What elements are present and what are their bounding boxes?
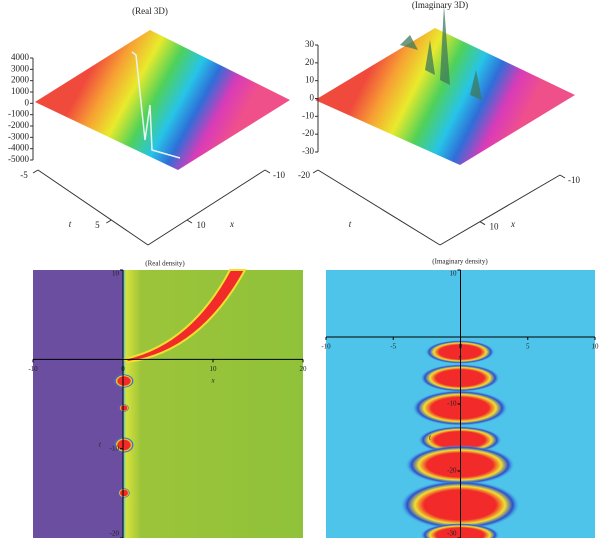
t-tick-label: -20	[298, 170, 310, 180]
x-tick-label: 5	[526, 343, 530, 351]
x-tick	[264, 169, 271, 174]
z-tick-label: 20	[305, 57, 315, 67]
t-tick	[32, 169, 39, 174]
density-band	[121, 269, 247, 364]
y-tick-label: -30	[447, 530, 457, 538]
z-tick-label: -2000	[8, 120, 29, 130]
density-spots	[114, 374, 134, 498]
x-axis	[147, 169, 266, 246]
x-tick-label: 20	[300, 365, 308, 373]
y-tick-label: 10	[450, 270, 458, 278]
x-tick-label: -10	[273, 170, 285, 180]
t-tick	[312, 169, 319, 174]
x-tick	[186, 219, 193, 224]
x-tick-label: 10	[197, 220, 207, 230]
x-axis-label: x	[229, 219, 234, 229]
x-tick	[559, 174, 566, 179]
t-tick-label: -5	[20, 170, 28, 180]
x-axis-label: x	[510, 219, 515, 229]
x-tick-label: 10	[210, 365, 218, 373]
x-tick-label: -10	[568, 175, 580, 185]
z-tick-label: -5000	[8, 154, 29, 164]
z-tick-label: -3000	[8, 131, 29, 141]
spike	[400, 5, 482, 100]
chart-title: (Real 3D)	[132, 6, 168, 16]
x-tick-label: -10	[28, 365, 38, 373]
y-tick-label: -10	[447, 400, 457, 408]
x-tick-label: 0	[121, 365, 125, 373]
z-tick-label: -30	[302, 146, 314, 156]
x-axis-label: x	[457, 354, 462, 362]
density-bg	[33, 270, 303, 538]
z-tick-label: 0	[25, 97, 30, 107]
z-tick-label: 2000	[11, 75, 30, 85]
x-tick-label: -10	[321, 343, 331, 351]
z-tick-label: 30	[305, 39, 315, 49]
x-tick-label: 10	[592, 343, 600, 351]
surface	[315, 28, 575, 165]
x-tick-label: 10	[490, 222, 500, 232]
y-tick-label: -20	[110, 530, 120, 538]
z-tick-label: -4000	[8, 143, 29, 153]
z-tick-label: -10	[302, 110, 314, 120]
z-tick-label: 0	[310, 93, 315, 103]
z-tick-label: 1000	[11, 86, 30, 96]
chart-title: (Imaginary density)	[432, 258, 488, 266]
z-tick-label: -1000	[8, 109, 29, 119]
z-tick-label: 4000	[11, 52, 30, 62]
t-axis-label: t	[69, 219, 72, 229]
t-axis	[317, 169, 441, 246]
chart-title: (Imaginary 3D)	[412, 0, 468, 10]
y-tick-label: -10	[110, 444, 120, 452]
t-tick-label: 5	[95, 220, 100, 230]
x-tick-label: 0	[459, 343, 463, 351]
x-tick	[479, 221, 486, 226]
y-axis-label: t	[429, 434, 432, 442]
chart-title: (Real density)	[145, 260, 185, 268]
y-tick-label: 10	[112, 270, 120, 278]
y-axis-label: t	[99, 441, 102, 449]
z-tick-label: 10	[305, 75, 315, 85]
z-tick-label: 3000	[11, 63, 30, 73]
x-axis-label: x	[210, 377, 215, 385]
t-tick	[106, 219, 112, 224]
z-tick-label: -20	[302, 128, 314, 138]
y-tick-label: -20	[447, 467, 457, 475]
t-axis	[37, 169, 149, 246]
t-axis-label: t	[349, 219, 352, 229]
x-axis	[439, 174, 561, 246]
surface	[35, 30, 290, 170]
x-tick-label: -5	[390, 343, 396, 351]
spike	[131, 51, 181, 159]
